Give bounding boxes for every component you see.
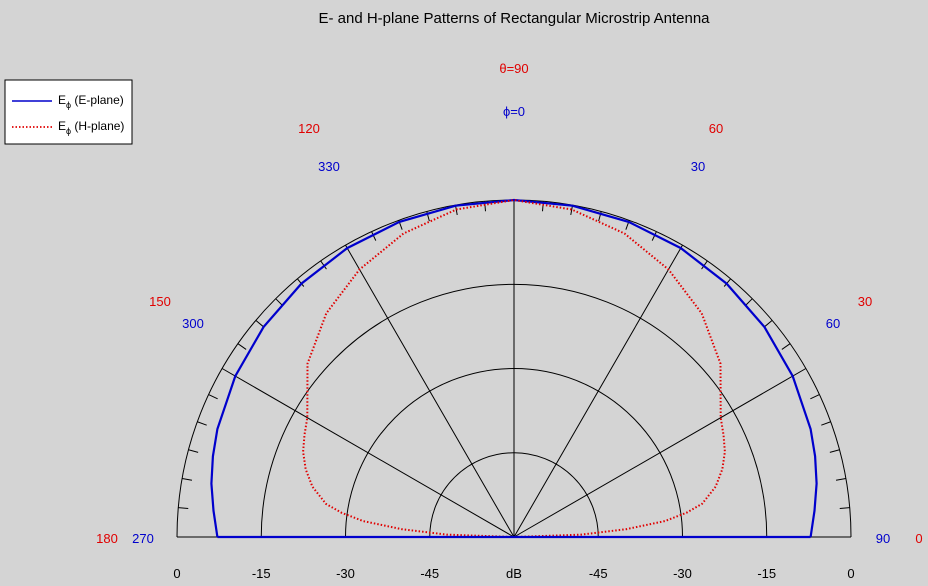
rim-tick bbox=[764, 319, 773, 328]
phi-tick-label: 300 bbox=[182, 316, 204, 331]
radial-tick-label: -15 bbox=[757, 566, 776, 581]
grid-spoke bbox=[513, 368, 807, 538]
grid-spoke bbox=[345, 244, 515, 538]
rim-tick bbox=[237, 343, 247, 350]
phi-tick-label: 270 bbox=[132, 531, 154, 546]
rim-tick bbox=[835, 477, 846, 481]
radial-tick-label: -30 bbox=[673, 566, 692, 581]
phi-tick-label: 60 bbox=[826, 316, 840, 331]
radial-tick-label: -30 bbox=[336, 566, 355, 581]
theta-axis-label: θ=90 bbox=[499, 61, 528, 76]
rim-tick bbox=[781, 343, 791, 350]
phi-axis-label: ϕ=0 bbox=[503, 104, 525, 119]
radial-tick-label: -45 bbox=[420, 566, 439, 581]
rim-tick bbox=[208, 394, 218, 400]
radial-unit-label: dB bbox=[506, 566, 522, 581]
theta-tick-label: 120 bbox=[298, 121, 320, 136]
theta-tick-label: 30 bbox=[858, 294, 872, 309]
theta-tick-label: 180 bbox=[96, 531, 118, 546]
chart-title: E- and H-plane Patterns of Rectangular M… bbox=[318, 10, 710, 27]
radial-tick-label: 0 bbox=[847, 566, 854, 581]
grid-spoke bbox=[221, 368, 515, 538]
polar-grid bbox=[176, 199, 852, 538]
rim-tick bbox=[255, 319, 264, 328]
rim-tick bbox=[829, 449, 840, 453]
rim-tick bbox=[651, 231, 657, 241]
rim-tick bbox=[296, 278, 305, 287]
legend-entry-e-plane: Eϕ (E-plane) bbox=[58, 93, 124, 110]
rim-tick bbox=[839, 507, 850, 509]
rim-tick bbox=[723, 278, 732, 287]
radial-tick-label: 0 bbox=[173, 566, 180, 581]
phi-tick-label: 90 bbox=[876, 531, 890, 546]
radial-tick-label: -45 bbox=[589, 566, 608, 581]
rim-tick bbox=[371, 231, 377, 241]
theta-tick-label: 60 bbox=[709, 121, 723, 136]
theta-tick-label: 150 bbox=[149, 294, 171, 309]
legend-entry-h-plane: Eϕ (H-plane) bbox=[58, 119, 124, 136]
rim-tick bbox=[275, 298, 284, 307]
rim-tick bbox=[178, 507, 189, 509]
axis-labels: 0 0 -15 -15 -30 -30 -45 -45 dB 120 60 150 30 180 0 330 3… bbox=[96, 121, 922, 581]
rim-tick bbox=[744, 298, 753, 307]
legend-box bbox=[4, 79, 133, 145]
theta-tick-label: 0 bbox=[915, 531, 922, 546]
e-plane-trace bbox=[210, 198, 818, 538]
h-plane-trace bbox=[302, 198, 726, 538]
phi-tick-label: 330 bbox=[318, 159, 340, 174]
rim-tick bbox=[197, 421, 207, 426]
rim-tick bbox=[182, 477, 193, 481]
grid-spoke bbox=[513, 244, 683, 538]
legend: Eϕ (E-plane) Eϕ (H-plane) bbox=[4, 79, 133, 145]
rim-tick bbox=[188, 449, 199, 453]
pattern-traces bbox=[210, 198, 818, 539]
radial-tick-label: -15 bbox=[252, 566, 271, 581]
rim-tick bbox=[821, 421, 831, 426]
rim-tick bbox=[810, 394, 820, 400]
phi-tick-label: 30 bbox=[691, 159, 705, 174]
